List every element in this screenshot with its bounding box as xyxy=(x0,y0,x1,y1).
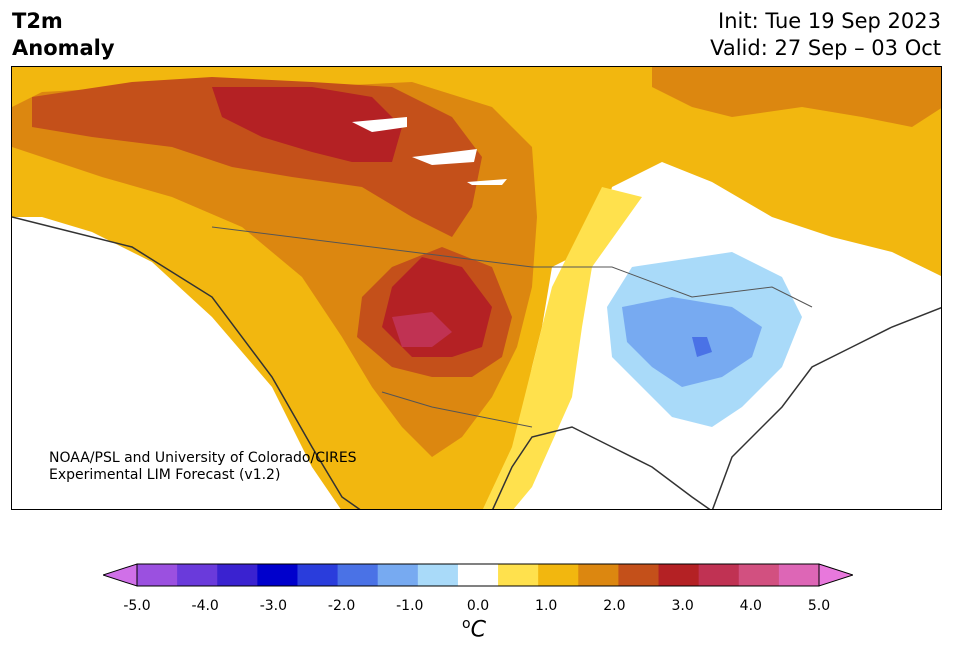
colorbar-segment xyxy=(538,564,579,586)
unit-label: oC xyxy=(462,616,486,642)
credit-line-1: NOAA/PSL and University of Colorado/CIRE… xyxy=(49,450,357,467)
colorbar-segment xyxy=(578,564,619,586)
colorbar-tick-label: 1.0 xyxy=(535,598,557,614)
colorbar-extend-high xyxy=(819,564,853,586)
init-date: Init: Tue 19 Sep 2023 xyxy=(710,8,941,35)
map-title: T2m Anomaly xyxy=(12,8,115,62)
colorbar-segment xyxy=(618,564,659,586)
colorbar-tick-label: 0.0 xyxy=(467,598,489,614)
colorbar-segment xyxy=(659,564,700,586)
colorbar-segment xyxy=(177,564,218,586)
colorbar-tick-label: 2.0 xyxy=(603,598,625,614)
colorbar-segment xyxy=(779,564,820,586)
colorbar-tick-label: -5.0 xyxy=(123,598,150,614)
unit-degree-mark: o xyxy=(462,616,471,632)
colorbar-segment xyxy=(458,564,499,586)
title-line-1: T2m xyxy=(12,8,115,35)
colorbar-tick-label: 4.0 xyxy=(740,598,762,614)
colorbar xyxy=(103,562,853,588)
colorbar-segment xyxy=(137,564,178,586)
valid-date-range: Valid: 27 Sep – 03 Oct xyxy=(710,35,941,62)
colorbar-segment xyxy=(217,564,258,586)
colorbar-tick-label: -2.0 xyxy=(328,598,355,614)
colorbar-segment xyxy=(338,564,379,586)
anomaly-map-canvas xyxy=(12,67,942,510)
colorbar-segment xyxy=(498,564,539,586)
colorbar-tick-label: 5.0 xyxy=(808,598,830,614)
colorbar-tick-label: -4.0 xyxy=(192,598,219,614)
colorbar-extend-low xyxy=(103,564,137,586)
colorbar-segment xyxy=(378,564,419,586)
colorbar-segment xyxy=(699,564,740,586)
forecast-dates: Init: Tue 19 Sep 2023 Valid: 27 Sep – 03… xyxy=(710,8,941,62)
colorbar-tick-label: -1.0 xyxy=(396,598,423,614)
colorbar-segment xyxy=(418,564,459,586)
credit-line-2: Experimental LIM Forecast (v1.2) xyxy=(49,467,357,484)
credit-text: NOAA/PSL and University of Colorado/CIRE… xyxy=(49,450,357,484)
colorbar-segment xyxy=(739,564,780,586)
unit-letter: C xyxy=(471,617,486,642)
colorbar-segment xyxy=(257,564,298,586)
colorbar-segment xyxy=(297,564,338,586)
colorbar-tick-label: -3.0 xyxy=(260,598,287,614)
title-line-2: Anomaly xyxy=(12,35,115,62)
colorbar-tick-label: 3.0 xyxy=(671,598,693,614)
anomaly-map xyxy=(11,66,942,510)
